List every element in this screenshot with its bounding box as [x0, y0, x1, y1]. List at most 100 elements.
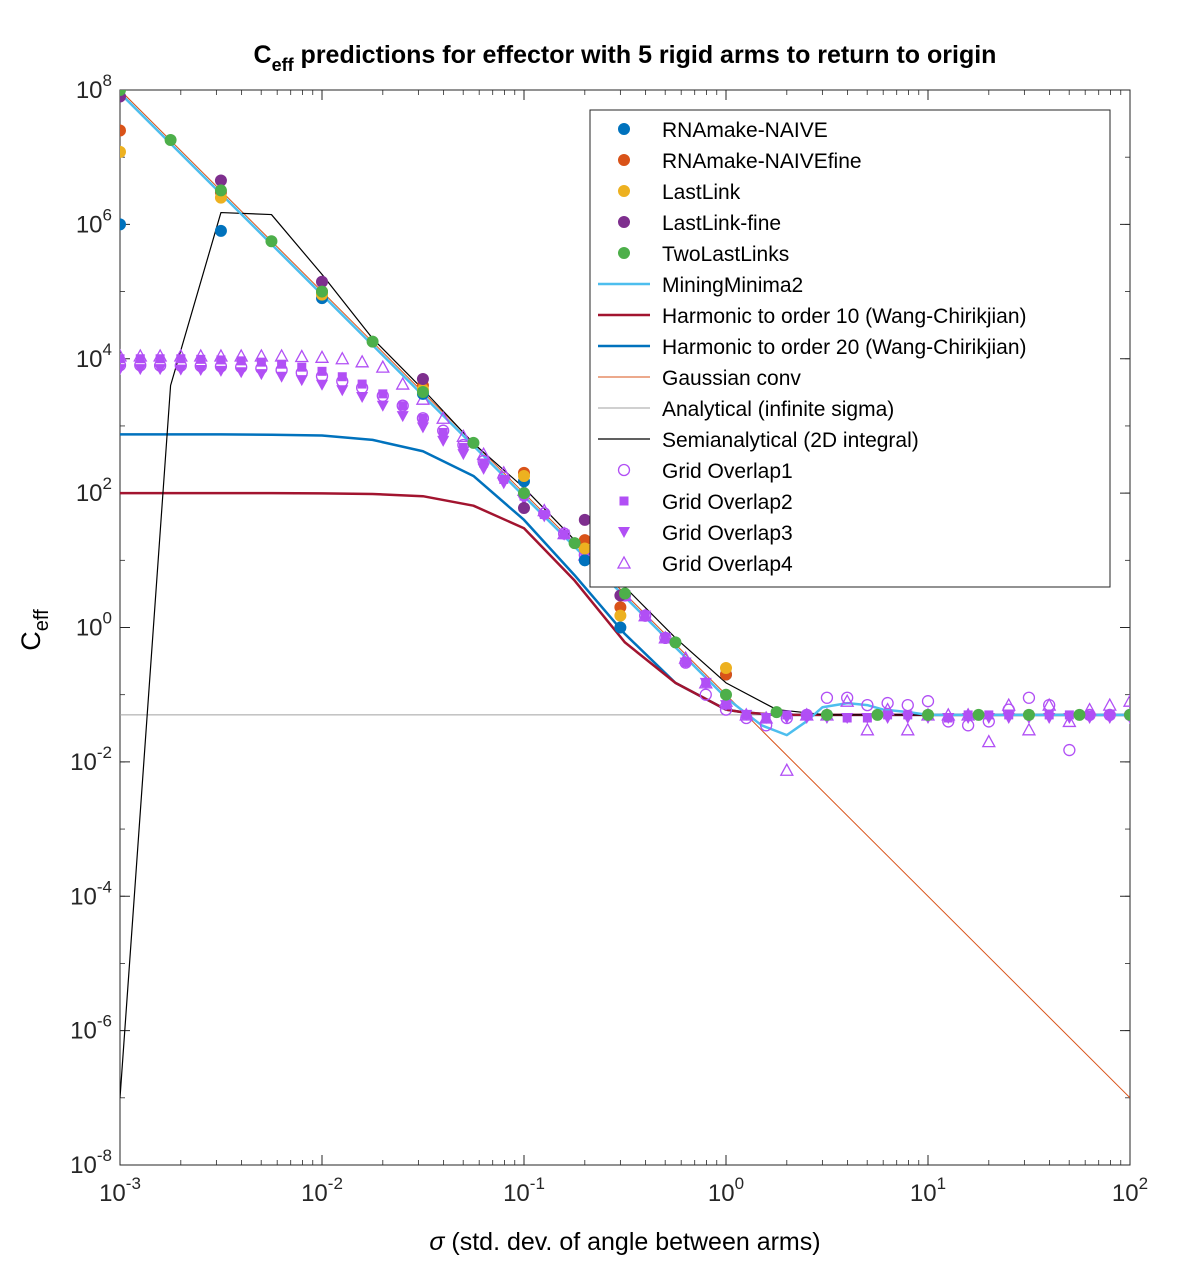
data-point: [457, 449, 470, 461]
legend-entry-lastlink-fine: LastLink-fine: [618, 212, 781, 235]
data-point: [213, 348, 229, 362]
data-point: [467, 436, 480, 449]
y-tick-label-exponent: 4: [103, 340, 112, 359]
data-point: [438, 427, 448, 437]
data-point: [193, 348, 208, 362]
data-point: [133, 348, 148, 362]
series-twolastlinks: [120, 90, 1130, 721]
y-tick-label-base: 10: [76, 346, 103, 373]
data-point: [196, 354, 206, 364]
data-point: [678, 650, 693, 664]
y-tick-label: 106: [76, 205, 112, 238]
data-point: [881, 712, 894, 724]
x-tick-label-base: 10: [708, 1180, 735, 1207]
data-point: [255, 369, 268, 381]
x-tick-label: 100: [708, 1174, 744, 1207]
data-point: [254, 348, 269, 362]
x-tick-label-exponent: -1: [530, 1174, 545, 1193]
data-point: [518, 469, 530, 482]
legend-entry-rnamake-naive: RNAmake-NAIVE: [618, 119, 828, 142]
data-point: [234, 348, 249, 362]
data-point: [860, 722, 875, 736]
legend-marker-swatch: [618, 527, 630, 538]
y-tick-label: 104: [76, 340, 112, 373]
data-point: [120, 90, 126, 96]
data-point: [214, 365, 227, 377]
data-point: [841, 691, 854, 704]
data-point: [153, 348, 168, 362]
data-point: [265, 235, 278, 248]
legend-label: Semianalytical (2D integral): [662, 429, 919, 452]
legend-box: [589, 109, 1111, 588]
data-point: [1062, 714, 1077, 728]
legend-entry-twolastlinks: TwoLastLinks: [618, 243, 789, 266]
data-point: [314, 349, 330, 363]
data-point: [718, 693, 734, 707]
data-point: [378, 389, 388, 399]
legend-marker-swatch: [618, 216, 630, 228]
legend-entry-miningminima2: MiningMinima2: [598, 274, 803, 297]
data-point: [1063, 712, 1076, 724]
legend-label: Analytical (infinite sigma): [662, 398, 894, 421]
data-point: [277, 359, 287, 369]
data-point: [961, 707, 976, 721]
data-point: [164, 134, 177, 147]
data-point: [981, 734, 996, 748]
y-tick-label-base: 10: [70, 1018, 97, 1045]
data-point: [176, 354, 186, 364]
data-point: [497, 478, 510, 490]
data-point: [275, 371, 288, 383]
data-point: [477, 463, 490, 475]
x-tick-label-base: 10: [301, 1180, 328, 1207]
legend-label: Harmonic to order 20 (Wang-Chirikjian): [662, 336, 1027, 359]
data-point: [779, 762, 794, 776]
x-tick-label-base: 10: [99, 1180, 126, 1207]
y-tick-label-base: 10: [70, 749, 97, 776]
data-point: [659, 632, 672, 644]
data-point: [820, 708, 833, 721]
data-point: [336, 385, 349, 397]
data-point: [941, 707, 956, 721]
data-point: [972, 708, 985, 721]
data-point: [720, 688, 732, 701]
data-point: [568, 537, 581, 550]
x-tick-label: 10-3: [99, 1174, 141, 1207]
y-tick-label-base: 10: [76, 77, 103, 104]
data-point: [456, 428, 471, 442]
legend-marker-swatch: [618, 247, 630, 259]
data-point: [881, 696, 894, 710]
data-point: [518, 502, 530, 515]
legend-label: RNAmake-NAIVE: [662, 119, 828, 142]
data-point: [416, 372, 429, 385]
legend-entry-harmonic-to-order-20-wang-chirikjian: Harmonic to order 20 (Wang-Chirikjian): [598, 336, 1027, 359]
data-point: [436, 410, 451, 424]
legend-marker-swatch: [616, 555, 632, 569]
y-tick-label-base: 10: [70, 1152, 97, 1179]
data-point: [294, 349, 309, 363]
data-point: [699, 677, 712, 689]
x-tick-label-exponent: -3: [126, 1174, 141, 1193]
x-tick-label-base: 10: [503, 1180, 530, 1207]
legend-entry-semianalytical-2d-integral: Semianalytical (2D integral): [598, 429, 919, 452]
data-point: [214, 224, 227, 237]
data-point: [1021, 722, 1037, 736]
data-point: [1122, 693, 1130, 707]
y-tick-label: 10-6: [70, 1012, 112, 1045]
legend-label: Harmonic to order 10 (Wang-Chirikjian): [662, 305, 1027, 328]
data-point: [841, 712, 854, 724]
data-point: [759, 710, 774, 724]
y-tick-label-exponent: 2: [103, 474, 112, 493]
x-tick-label-exponent: -2: [328, 1174, 343, 1193]
data-point: [120, 354, 125, 364]
legend-marker-swatch: [618, 185, 630, 197]
data-point: [922, 708, 934, 721]
legend-entry-rnamake-naivefine: RNAmake-NAIVEfine: [618, 150, 862, 173]
data-point: [214, 174, 227, 187]
legend-label: LastLink: [662, 181, 741, 204]
y-tick-label-exponent: 6: [103, 205, 112, 224]
legend-label: Grid Overlap1: [662, 460, 793, 483]
x-tick-label: 10-1: [503, 1174, 545, 1207]
y-tick-label-base: 10: [76, 615, 103, 642]
chart-title: Ceff predictions for effector with 5 rig…: [254, 41, 997, 75]
data-point: [578, 554, 591, 567]
